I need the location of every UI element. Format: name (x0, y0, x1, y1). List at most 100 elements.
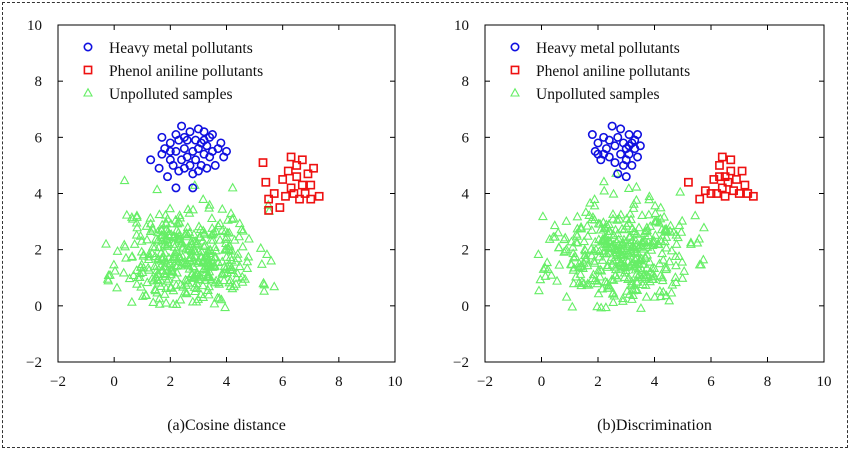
triangle-point (229, 234, 240, 244)
triangle-point (198, 194, 209, 203)
triangle-point (628, 198, 639, 208)
square-point (283, 166, 293, 176)
triangle-point (138, 249, 149, 259)
y-tick-label: 10 (27, 18, 42, 34)
triangle-point (217, 269, 228, 279)
triangle-point (126, 251, 137, 261)
triangle-point (120, 241, 131, 251)
triangle-point (213, 277, 224, 287)
triangle-point (596, 302, 607, 312)
plot-area (484, 24, 825, 363)
circle-point (207, 130, 217, 140)
circle-point (191, 155, 201, 165)
circle-point (171, 183, 181, 193)
circle-point (171, 146, 181, 156)
legend-label: Unpolluted samples (536, 86, 660, 103)
triangle-point (617, 296, 628, 305)
triangle-point (567, 301, 578, 311)
triangle-point (666, 245, 677, 255)
square-point (278, 175, 288, 184)
triangle-point (183, 277, 194, 287)
y-tick-label: 6 (462, 130, 470, 146)
triangle-point (208, 227, 219, 237)
triangle-point (126, 296, 137, 306)
triangle-point (161, 224, 172, 234)
square-point (295, 194, 304, 204)
triangle-point (686, 238, 696, 248)
triangle-point (158, 261, 169, 271)
triangle-point (593, 288, 604, 298)
circle-point (185, 127, 195, 137)
triangle-point (568, 252, 579, 262)
triangle-point (582, 260, 593, 270)
triangle-point (181, 287, 192, 297)
triangle-point (546, 269, 557, 279)
square-point (292, 172, 302, 182)
triangle-point (598, 176, 609, 186)
triangle-point (639, 228, 650, 237)
y-tick-label: 10 (454, 18, 469, 34)
triangle-point (145, 212, 156, 222)
triangle-point (591, 275, 602, 285)
triangle-point (629, 227, 640, 237)
triangle-point (112, 246, 123, 255)
triangle-point (606, 251, 617, 261)
triangle-point (219, 261, 230, 271)
triangle-point (165, 203, 175, 213)
triangle-point (224, 241, 235, 251)
triangle-point (192, 269, 203, 279)
triangle-point (582, 220, 593, 230)
x-tick-label: 8 (764, 374, 772, 390)
triangle-point (189, 281, 200, 291)
triangle-point (656, 236, 667, 246)
panel-caption: (a)Cosine distance (167, 417, 286, 434)
triangle-point (222, 227, 233, 237)
circle-point (599, 149, 609, 159)
triangle-point (177, 243, 188, 253)
triangle-point (163, 237, 174, 247)
triangle-point (540, 271, 551, 280)
triangle-point (138, 262, 149, 272)
square-point (732, 175, 741, 184)
triangle-point (631, 239, 642, 249)
triangle-point (692, 237, 703, 247)
triangle-point (674, 220, 685, 230)
triangle-point (108, 259, 119, 269)
circle-point (624, 149, 634, 159)
triangle-point (133, 272, 143, 282)
square-point (695, 194, 705, 204)
triangle-point (196, 250, 207, 260)
triangle-point (655, 202, 666, 212)
y-tick-label: 8 (35, 74, 43, 90)
triangle-point (162, 265, 173, 275)
triangle-point (655, 291, 666, 301)
triangle-point (152, 226, 163, 236)
triangle-point (642, 225, 653, 235)
triangle-point (204, 281, 215, 291)
triangle-point (221, 251, 232, 261)
triangle-point (180, 286, 190, 296)
square-point (258, 158, 268, 168)
triangle-point (608, 297, 619, 307)
triangle-point (630, 235, 641, 245)
legend-square-icon (83, 65, 93, 75)
triangle-point (206, 274, 217, 284)
x-tick-label: 2 (167, 374, 175, 390)
triangle-point (193, 246, 204, 256)
triangle-point (572, 211, 583, 221)
square-point (297, 155, 307, 165)
triangle-point (219, 275, 229, 285)
triangle-point (608, 230, 619, 239)
triangle-point (197, 235, 208, 245)
triangle-point (608, 274, 619, 284)
legend-label: Heavy metal pollutants (109, 40, 253, 57)
triangle-point (612, 250, 623, 260)
triangle-point (645, 276, 655, 286)
square-point (748, 191, 758, 201)
triangle-point (641, 269, 652, 279)
triangle-point (699, 222, 709, 232)
triangle-point (158, 251, 169, 261)
triangle-point (136, 281, 147, 291)
triangle-point (537, 211, 548, 221)
triangle-point (607, 288, 618, 298)
